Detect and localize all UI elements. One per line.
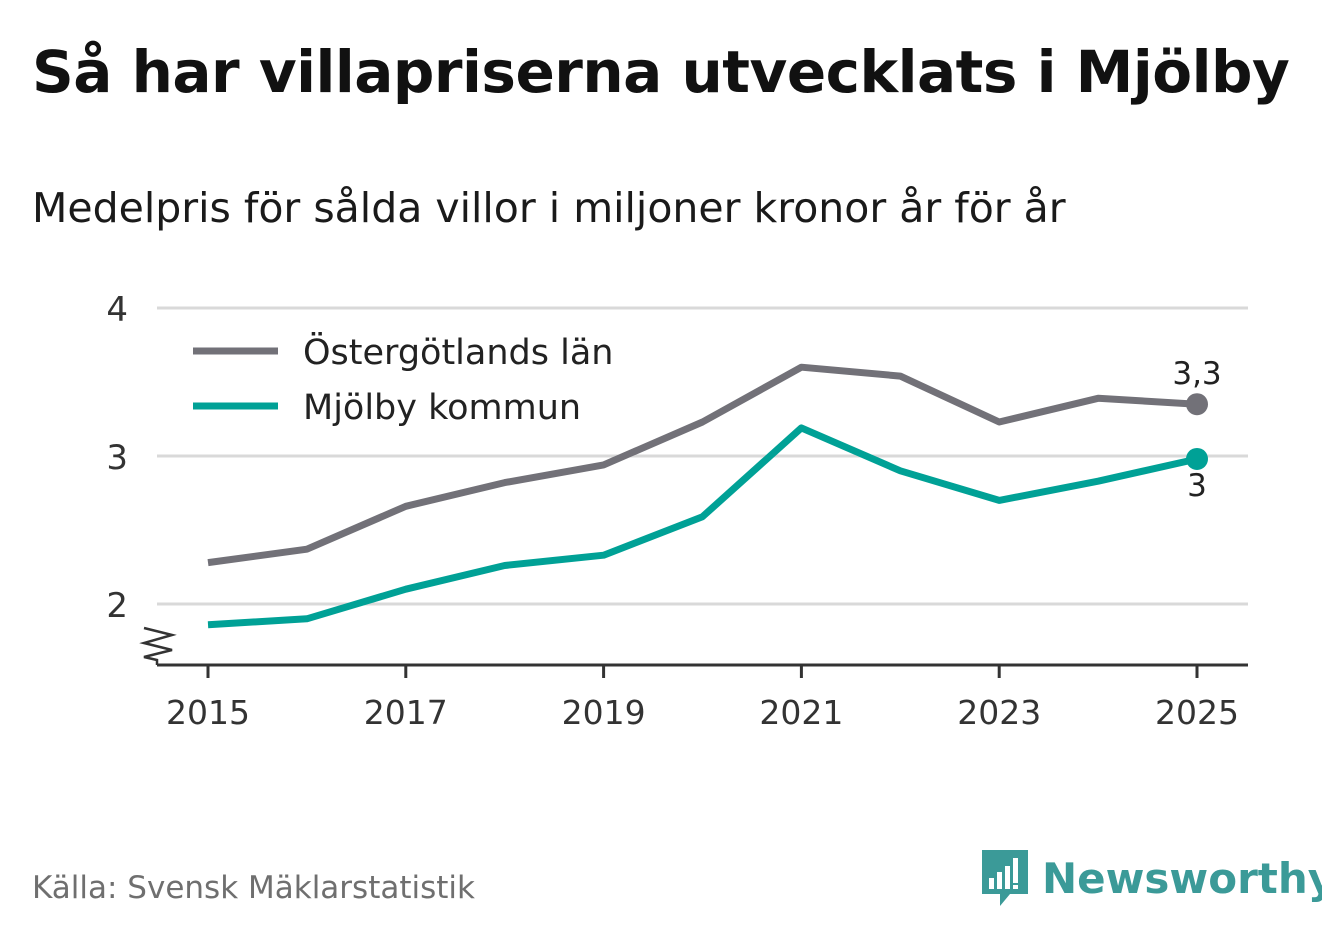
brand-name: Newsworthy: [1042, 853, 1322, 903]
x-tick-label-2019: 2019: [562, 693, 646, 732]
line-chart: 234 2015 2017 2019 2021 2023 2025 3,33 Österg…: [106, 290, 1248, 732]
source-note: Källa: Svensk Mäklarstatistik: [32, 870, 475, 906]
x-tick-label-2017: 2017: [364, 693, 448, 732]
x-axis: [139, 626, 1248, 667]
series-line-0: [207, 363, 1198, 567]
series-end-label-0: 3,3: [1172, 356, 1221, 392]
chart-subtitle: Medelpris för sålda villor i miljoner kr…: [32, 184, 1066, 232]
axis-break-icon: [139, 626, 177, 665]
x-tick-label-2021: 2021: [759, 693, 843, 732]
series-line-1: [207, 424, 1198, 629]
x-axis-ticks: 2015 2017 2019 2021 2023 2025: [166, 665, 1239, 732]
bar-chart-speech-bubble-icon: [982, 850, 1028, 906]
newsworthy-logo[interactable]: Newsworthy: [980, 848, 1322, 908]
series-lines: 3,33: [207, 356, 1222, 629]
chart-title: Så har villapriserna utvecklats i Mjölby: [32, 38, 1290, 106]
x-tick-label-2015: 2015: [166, 693, 250, 732]
x-tick-label-2025: 2025: [1155, 693, 1239, 732]
series-end-marker-1: [1186, 447, 1208, 470]
y-axis-ticks: 2 3 4: [106, 290, 128, 626]
legend: Östergötlands län Mjölby kommun: [193, 331, 613, 428]
x-tick-label-2023: 2023: [957, 693, 1041, 732]
series-end-label-1: 3: [1187, 468, 1207, 504]
y-tick-label-4: 4: [106, 290, 128, 330]
series-end-marker-0: [1186, 393, 1208, 416]
grid-lines: [157, 306, 1248, 606]
legend-label-mjolby: Mjölby kommun: [303, 388, 581, 428]
y-tick-label-3: 3: [106, 438, 128, 478]
y-tick-label-2: 2: [106, 586, 128, 626]
legend-label-ostergotland: Östergötlands län: [303, 331, 613, 373]
